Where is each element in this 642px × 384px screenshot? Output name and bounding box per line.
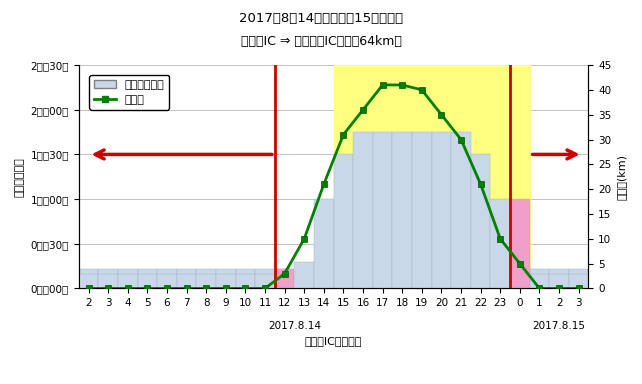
Bar: [118, 273, 137, 288]
Bar: [412, 269, 431, 288]
Bar: [373, 132, 392, 288]
Bar: [530, 273, 550, 288]
Bar: [137, 273, 157, 288]
Y-axis label: 予測所要時間: 予測所要時間: [15, 157, 25, 197]
Bar: [314, 269, 334, 288]
Bar: [373, 269, 392, 288]
Text: 御殿場IC ⇒ 横浜町田IC（延長64km）: 御殿場IC ⇒ 横浜町田IC（延長64km）: [241, 35, 401, 48]
Bar: [569, 273, 589, 288]
Bar: [353, 269, 373, 288]
Bar: [196, 273, 216, 288]
Bar: [79, 273, 98, 288]
Bar: [275, 269, 295, 288]
Bar: [137, 269, 157, 288]
Bar: [236, 273, 256, 288]
Bar: [412, 132, 431, 288]
Bar: [177, 269, 196, 288]
Y-axis label: 渋滞長(km): 渋滞長(km): [617, 154, 627, 200]
Bar: [334, 154, 353, 288]
Bar: [334, 269, 353, 288]
Bar: [510, 199, 530, 288]
Bar: [295, 262, 314, 288]
Bar: [353, 132, 373, 288]
Bar: [490, 269, 510, 288]
Bar: [98, 273, 118, 288]
Bar: [216, 269, 236, 288]
Bar: [256, 269, 275, 288]
Bar: [431, 269, 451, 288]
Text: 2017年8月14日（月）〜15日（火）: 2017年8月14日（月）〜15日（火）: [239, 12, 403, 25]
Bar: [157, 269, 177, 288]
Bar: [392, 269, 412, 288]
Legend: 予測所要時間, 渋滞長: 予測所要時間, 渋滞長: [89, 75, 169, 109]
Bar: [314, 199, 334, 288]
Bar: [256, 273, 275, 288]
Bar: [550, 269, 569, 288]
Bar: [550, 273, 569, 288]
Bar: [490, 199, 510, 288]
Text: 2017.8.15: 2017.8.15: [533, 321, 586, 331]
Bar: [275, 269, 295, 288]
Bar: [431, 132, 451, 288]
Bar: [157, 273, 177, 288]
Bar: [510, 269, 530, 288]
X-axis label: 御殿場IC通過時刻: 御殿場IC通過時刻: [305, 336, 362, 346]
Bar: [216, 273, 236, 288]
Bar: [451, 132, 471, 288]
Bar: [471, 269, 490, 288]
Bar: [177, 273, 196, 288]
Bar: [79, 269, 98, 288]
Bar: [471, 154, 490, 288]
Bar: [530, 269, 550, 288]
Text: 2017.8.14: 2017.8.14: [268, 321, 321, 331]
Bar: [98, 269, 118, 288]
Bar: [196, 269, 216, 288]
Bar: [295, 269, 314, 288]
Bar: [118, 269, 137, 288]
Bar: [236, 269, 256, 288]
Bar: [451, 269, 471, 288]
Bar: [334, 65, 530, 288]
Bar: [569, 269, 589, 288]
Bar: [392, 132, 412, 288]
